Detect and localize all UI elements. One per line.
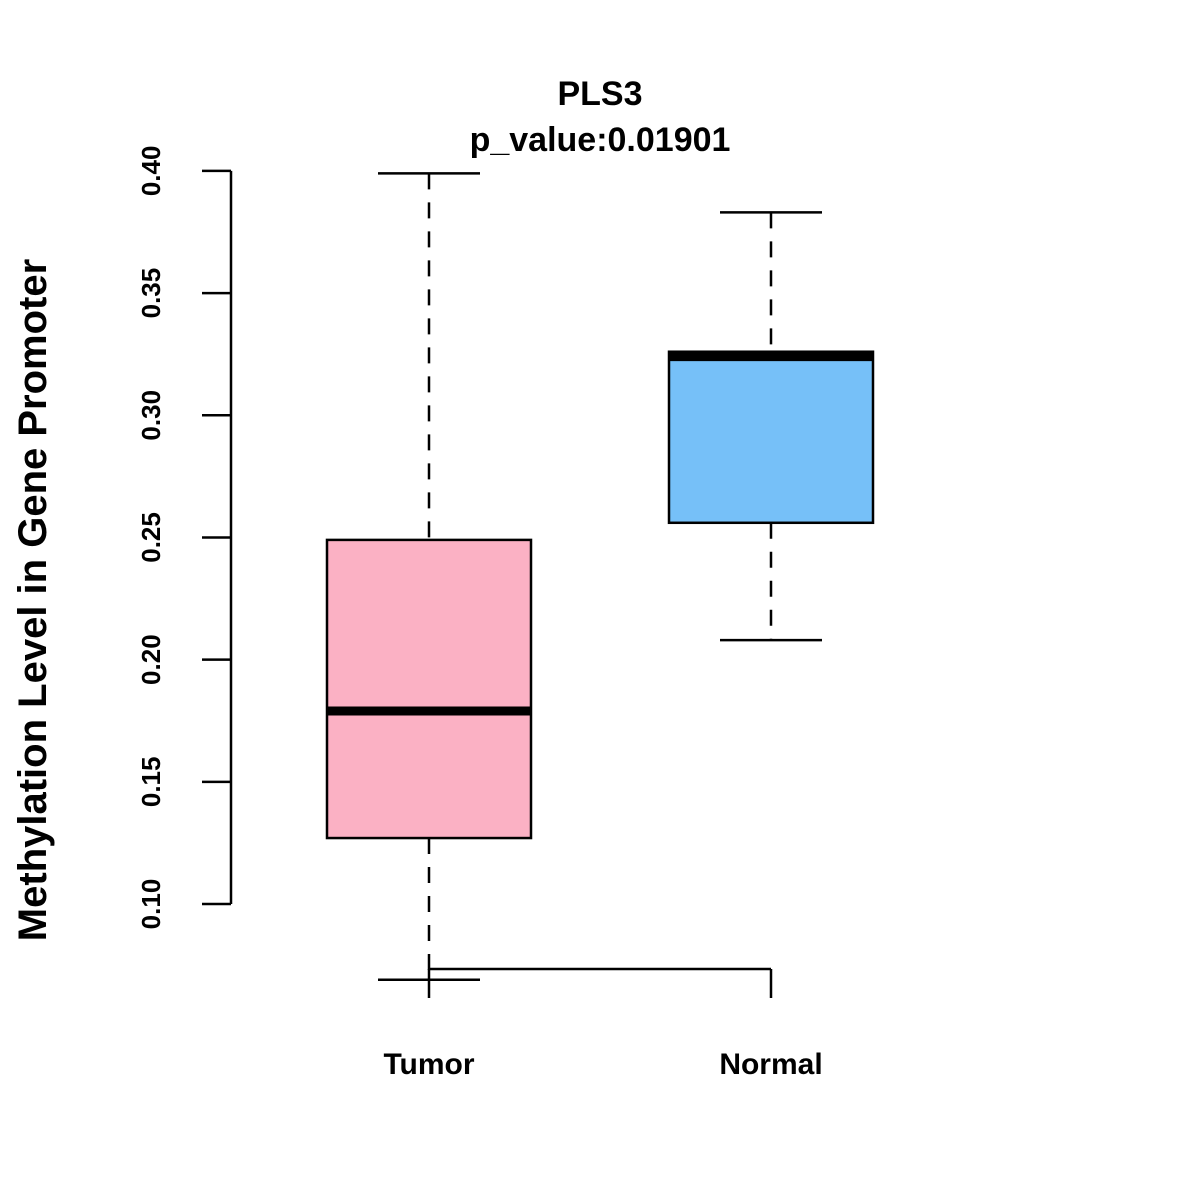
x-tick-label-tumor: Tumor [383, 1048, 474, 1081]
box-normal [667, 211, 875, 642]
y-tick-label: 0.10 [136, 879, 166, 930]
iqr-box [667, 350, 875, 525]
x-tick-label-normal: Normal [719, 1048, 822, 1081]
y-axis-label: Methylation Level in Gene Promoter [11, 259, 55, 941]
y-tick-label: 0.40 [136, 146, 166, 197]
x-axis: Tumor Normal [383, 967, 823, 1081]
y-tick-label: 0.35 [136, 268, 166, 319]
y-axis: 0.10 0.15 0.20 0.25 0.30 0.35 0.40 [136, 146, 233, 930]
y-tick-label: 0.15 [136, 757, 166, 808]
y-tick-label: 0.25 [136, 512, 166, 563]
y-tick-label: 0.30 [136, 390, 166, 441]
y-tick-label: 0.20 [136, 634, 166, 685]
box-tumor [325, 172, 533, 982]
boxplot-series [325, 172, 875, 982]
chart-title: PLS3 [557, 75, 642, 113]
chart-subtitle: p_value:0.01901 [470, 121, 731, 159]
iqr-box [325, 538, 533, 840]
